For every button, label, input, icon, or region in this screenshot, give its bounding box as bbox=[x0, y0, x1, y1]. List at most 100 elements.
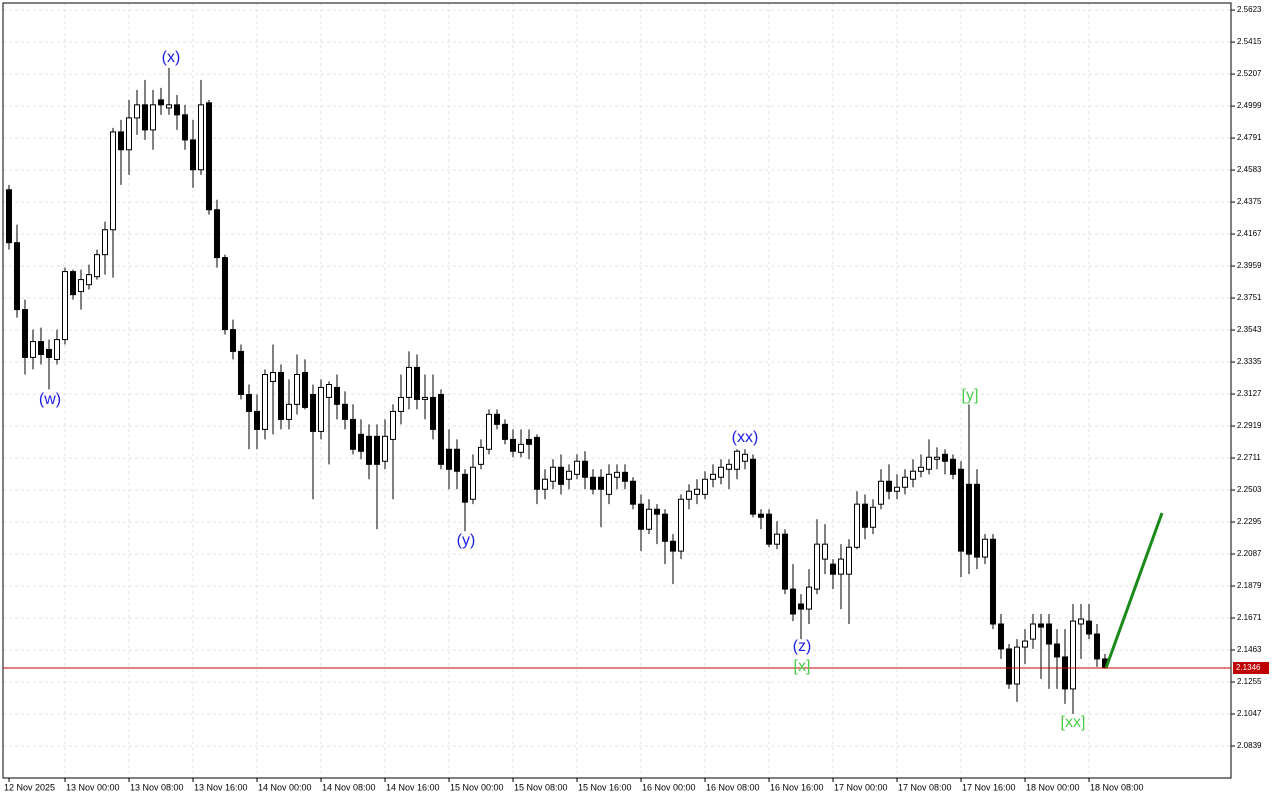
candle-body bbox=[918, 466, 924, 472]
candle-body bbox=[278, 372, 284, 420]
y-tick-label: 2.2919 bbox=[1237, 421, 1262, 430]
candle-body bbox=[86, 274, 92, 286]
candle-body bbox=[14, 242, 20, 311]
candle-body bbox=[174, 104, 180, 116]
y-tick-label: 2.4999 bbox=[1237, 101, 1262, 110]
candle-body bbox=[78, 279, 84, 293]
candle-body bbox=[806, 586, 812, 610]
candle-body bbox=[286, 403, 292, 420]
candle-body bbox=[574, 460, 580, 475]
candle-body bbox=[46, 348, 52, 358]
candle-body bbox=[750, 458, 756, 515]
candle-body bbox=[382, 435, 388, 462]
x-tick-label: 14 Nov 16:00 bbox=[386, 782, 440, 792]
y-tick-label: 2.1255 bbox=[1237, 677, 1262, 686]
candle-body bbox=[718, 466, 724, 478]
y-tick-label: 2.3959 bbox=[1237, 261, 1262, 270]
x-tick-label: 16 Nov 16:00 bbox=[770, 782, 824, 792]
candle-body bbox=[1094, 633, 1100, 660]
candle-body bbox=[110, 131, 116, 231]
candle-body bbox=[542, 478, 548, 490]
candle-body bbox=[1086, 620, 1092, 635]
candle-body bbox=[782, 533, 788, 590]
x-tick-label: 15 Nov 00:00 bbox=[450, 782, 504, 792]
candle-body bbox=[430, 396, 436, 430]
candle-body bbox=[1006, 648, 1012, 685]
x-tick-label: 14 Nov 00:00 bbox=[258, 782, 312, 792]
candle-body bbox=[630, 480, 636, 505]
candle-body bbox=[198, 104, 204, 171]
current-price-label: 2.1346 bbox=[1236, 663, 1261, 672]
candle-body bbox=[230, 329, 236, 352]
candle-body bbox=[158, 99, 164, 106]
candle-body bbox=[854, 503, 860, 548]
y-tick-label: 2.5207 bbox=[1237, 69, 1262, 78]
y-tick-label: 2.3751 bbox=[1237, 293, 1262, 302]
candle-body bbox=[326, 384, 332, 398]
candle-body bbox=[638, 503, 644, 530]
wave-label: [y] bbox=[962, 387, 979, 404]
candle-body bbox=[462, 473, 468, 503]
candle-body bbox=[102, 229, 108, 256]
candle-body bbox=[1038, 623, 1044, 628]
candle-body bbox=[758, 513, 764, 518]
candle-body bbox=[406, 366, 412, 398]
candle-body bbox=[150, 104, 156, 131]
candle-body bbox=[6, 189, 12, 244]
candle-body bbox=[310, 393, 316, 432]
candle-body bbox=[502, 423, 508, 440]
candle-body bbox=[974, 483, 980, 558]
y-tick-label: 2.4791 bbox=[1237, 133, 1262, 142]
candle-body bbox=[62, 271, 68, 341]
candle-body bbox=[366, 435, 372, 465]
y-tick-label: 2.3543 bbox=[1237, 325, 1262, 334]
candle-body bbox=[1070, 620, 1076, 690]
candle-body bbox=[94, 254, 100, 278]
candle-body bbox=[678, 498, 684, 552]
y-tick-label: 2.2503 bbox=[1237, 485, 1262, 494]
candle-body bbox=[590, 476, 596, 490]
candle-body bbox=[982, 538, 988, 558]
x-tick-label: 18 Nov 08:00 bbox=[1090, 782, 1144, 792]
candle-body bbox=[518, 443, 524, 453]
candle-body bbox=[438, 393, 444, 465]
x-tick-label: 12 Nov 2025 bbox=[4, 782, 55, 792]
x-tick-label: 16 Nov 08:00 bbox=[706, 782, 760, 792]
candle-body bbox=[622, 471, 628, 482]
candle-body bbox=[422, 396, 428, 400]
candle-body bbox=[206, 102, 212, 211]
candle-body bbox=[182, 114, 188, 141]
candle-body bbox=[702, 478, 708, 495]
candle-body bbox=[790, 588, 796, 615]
wave-label: (y) bbox=[457, 532, 476, 549]
candle-body bbox=[1022, 640, 1028, 648]
y-tick-label: 2.5623 bbox=[1237, 5, 1262, 14]
y-tick-label: 2.2295 bbox=[1237, 517, 1262, 526]
x-tick-label: 15 Nov 08:00 bbox=[514, 782, 568, 792]
candle-body bbox=[798, 603, 804, 610]
y-tick-label: 2.2711 bbox=[1237, 453, 1261, 462]
candle-body bbox=[390, 410, 396, 440]
candle-body bbox=[334, 386, 340, 405]
candle-body bbox=[726, 463, 732, 470]
wave-label: [xx] bbox=[1061, 714, 1086, 731]
y-tick-label: 2.3127 bbox=[1237, 389, 1262, 398]
y-tick-label: 2.1047 bbox=[1237, 709, 1262, 718]
x-tick-label: 17 Nov 16:00 bbox=[962, 782, 1016, 792]
candle-body bbox=[654, 508, 660, 515]
candle-body bbox=[966, 483, 972, 555]
candle-body bbox=[238, 350, 244, 395]
y-tick-label: 2.4583 bbox=[1237, 165, 1262, 174]
candles bbox=[6, 67, 1108, 714]
candle-body bbox=[454, 448, 460, 472]
candle-body bbox=[134, 104, 140, 119]
candle-body bbox=[766, 513, 772, 545]
candle-body bbox=[670, 540, 676, 552]
candle-body bbox=[1078, 618, 1084, 625]
candle-body bbox=[1014, 646, 1020, 685]
candle-body bbox=[342, 403, 348, 420]
candle-body bbox=[902, 476, 908, 488]
candle-body bbox=[742, 453, 748, 462]
candle-body bbox=[30, 341, 36, 358]
